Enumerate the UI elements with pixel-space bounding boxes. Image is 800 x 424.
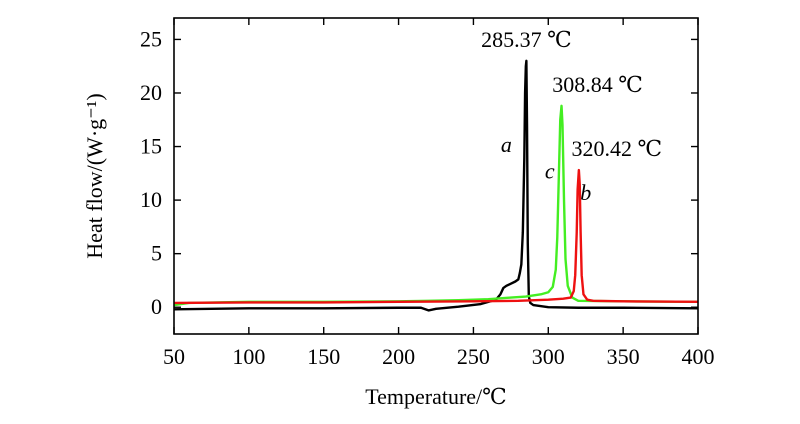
series-line-b: [174, 168, 698, 305]
y-tick-label: 25: [140, 26, 162, 51]
peak-annotation: 308.84 ℃: [552, 72, 643, 97]
series-label-a: a: [501, 132, 512, 157]
x-tick-label: 350: [607, 344, 640, 369]
x-tick-label: 250: [457, 344, 490, 369]
x-tick-label: 150: [307, 344, 340, 369]
x-axis-title: Temperature/℃: [365, 384, 507, 409]
peak-annotation: 320.42 ℃: [572, 136, 663, 161]
y-tick-label: 10: [140, 187, 162, 212]
y-tick-label: 20: [140, 80, 162, 105]
y-tick-label: 5: [151, 241, 162, 266]
peak-annotation: 285.37 ℃: [481, 27, 572, 52]
y-tick-label: 15: [140, 134, 162, 159]
y-axis-title: Heat flow/(W·g⁻¹): [82, 93, 107, 258]
series-line-a: [174, 59, 698, 312]
y-tick-label: 0: [151, 294, 162, 319]
series-label-c: c: [545, 159, 555, 184]
x-tick-label: 200: [382, 344, 415, 369]
plot-area-frame: [173, 17, 699, 335]
x-tick-label: 100: [232, 344, 265, 369]
x-tick-label: 400: [682, 344, 715, 369]
x-tick-label: 50: [163, 344, 185, 369]
series-label-b: b: [580, 180, 591, 205]
x-tick-label: 300: [532, 344, 565, 369]
